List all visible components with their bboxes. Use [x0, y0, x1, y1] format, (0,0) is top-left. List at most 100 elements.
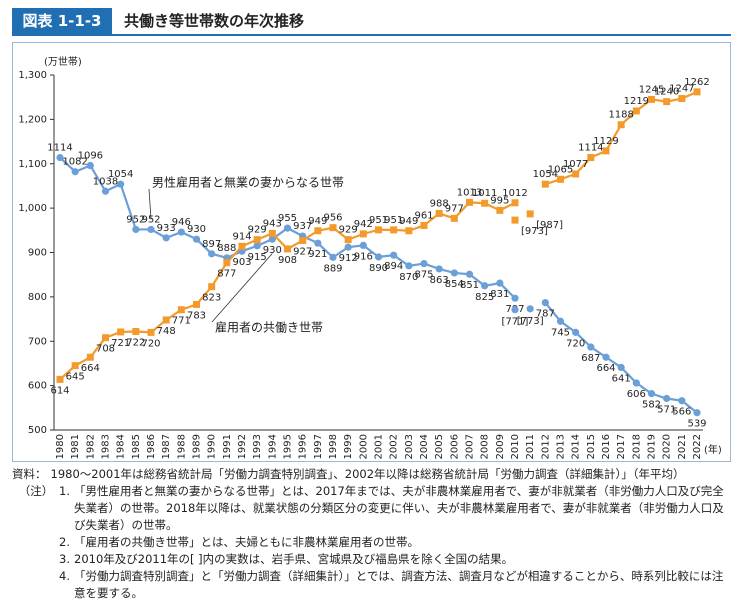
value-label: 1054: [108, 169, 133, 180]
value-label: 721: [111, 338, 130, 349]
point: [147, 328, 155, 336]
x-tick-label: 1989: [192, 434, 203, 459]
point: [268, 229, 276, 237]
value-label: 894: [384, 261, 403, 272]
point: [678, 397, 686, 405]
value-label: [773]: [517, 316, 544, 327]
value-label: 897: [202, 239, 221, 250]
value-label: 875: [414, 270, 433, 281]
value-label: 912: [339, 253, 358, 264]
point: [632, 379, 640, 387]
value-label: 1054: [533, 169, 558, 180]
point: [177, 228, 185, 236]
note-label: 3.: [59, 552, 70, 566]
value-label: 748: [157, 326, 176, 337]
series-name: 男性雇用者と無業の妻からなる世帯: [152, 175, 344, 190]
value-label: 1013: [457, 187, 482, 198]
value-label: 952: [126, 214, 145, 225]
point: [390, 251, 398, 259]
point: [86, 161, 94, 170]
point: [693, 409, 701, 417]
value-label: 851: [460, 280, 479, 291]
value-label: 930: [187, 224, 206, 235]
value-label: [973]: [521, 226, 548, 237]
note: （注） 1. 「男性雇用者と無業の妻からなる世帯」とは、2017年までは、夫が非農…: [12, 483, 732, 534]
point: [663, 98, 671, 106]
x-tick-label: 2001: [374, 434, 385, 459]
value-label: 951: [369, 215, 388, 226]
point: [435, 265, 443, 273]
value-label: 1082: [62, 157, 87, 168]
point: [405, 227, 413, 235]
value-label: 937: [293, 221, 312, 232]
point: [420, 221, 428, 229]
y-tick-label: 600: [28, 381, 47, 392]
value-label: 921: [308, 249, 327, 260]
value-label: 664: [596, 363, 615, 374]
value-label: 708: [96, 344, 115, 355]
value-label: 745: [551, 327, 570, 338]
point: [693, 88, 701, 96]
point: [556, 317, 565, 325]
note-label: 資料：: [12, 467, 47, 481]
point: [359, 230, 367, 238]
point: [511, 199, 519, 207]
point: [450, 269, 458, 277]
note-text: 2010年及び2011年の[ ]内の実数は、岩手県、宮城県及び福島県を除く全国の…: [74, 552, 514, 566]
value-label: 1114: [578, 143, 603, 154]
chart: (万世帯) (年) 500 600 700 800 900 1,000 1,100 1,200…: [18, 55, 722, 459]
note: 3. 2010年及び2011年の[ ]内の実数は、岩手県、宮城県及び福島県を除く全…: [12, 551, 732, 568]
value-label: 929: [248, 225, 267, 236]
x-tick-label: 1986: [146, 434, 157, 459]
point: [284, 245, 291, 253]
value-label: 915: [248, 252, 267, 263]
point: [314, 239, 322, 247]
value-label: 863: [430, 275, 449, 286]
x-tick-label: 2022: [692, 434, 703, 459]
x-tick-label: 1990: [207, 434, 218, 459]
x-tick-label: 1993: [252, 434, 263, 459]
y-tick-label: 800: [28, 292, 47, 303]
value-label: 1077: [563, 159, 588, 170]
point: [162, 316, 170, 324]
chart-frame: [12, 42, 731, 462]
y-tick-label: 700: [28, 336, 47, 347]
x-tick-label: 1980: [55, 434, 66, 459]
value-label: 952: [141, 214, 160, 225]
value-label: 903: [232, 257, 251, 268]
point: [268, 235, 276, 243]
x-tick-label: 1999: [343, 434, 354, 459]
note-text: 「労働力調査特別調査」と「労働力調査（詳細集計）」とでは、調査方法、調査月などが…: [74, 569, 724, 600]
value-label: 566: [672, 407, 691, 418]
point: [481, 282, 489, 290]
point: [86, 353, 94, 361]
point: [572, 328, 580, 336]
value-label: 929: [339, 225, 358, 236]
point: [678, 95, 686, 103]
point: [359, 241, 367, 249]
point: [617, 363, 625, 372]
x-tick-label: 2007: [465, 434, 476, 459]
x-tick-label: 1997: [313, 434, 324, 459]
point: [223, 259, 231, 267]
point: [648, 95, 655, 103]
y-tick-label: 500: [28, 425, 47, 436]
y-unit: (万世帯): [44, 55, 82, 68]
point: [557, 175, 564, 183]
value-label: 854: [445, 279, 464, 290]
point: [177, 306, 185, 314]
value-label: 933: [157, 223, 176, 234]
x-tick-label: 2006: [449, 434, 460, 459]
value-label: 771: [172, 316, 191, 327]
value-label: 1245: [639, 84, 664, 95]
x-tick-label: 1982: [85, 434, 96, 459]
y-tick-label: 1,000: [18, 203, 47, 214]
point: [511, 306, 519, 314]
point: [496, 206, 504, 214]
point: [617, 121, 625, 129]
value-label: 914: [232, 231, 251, 242]
point: [405, 262, 413, 270]
point: [192, 235, 201, 243]
point: [375, 226, 382, 234]
